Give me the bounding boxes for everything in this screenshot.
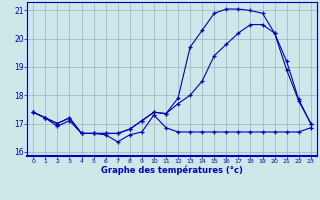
X-axis label: Graphe des températures (°c): Graphe des températures (°c) (101, 166, 243, 175)
